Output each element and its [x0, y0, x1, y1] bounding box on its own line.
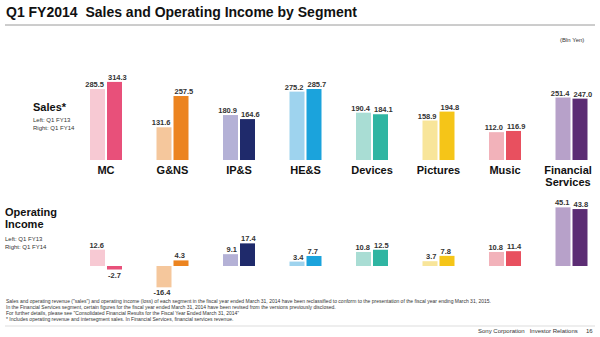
bar [107, 82, 122, 160]
bar [174, 96, 189, 160]
data-label: 45.1 [555, 198, 570, 207]
footer-text: Sony Corporation Investor Relations [478, 328, 578, 335]
bar [240, 119, 255, 160]
data-label: 285.7 [308, 80, 327, 89]
bar [223, 115, 238, 160]
legend-entry: Left: Q1 FY13 [5, 236, 42, 243]
bar [307, 256, 322, 266]
unit-label: (Bln Yen) [560, 37, 584, 44]
bar [107, 266, 122, 270]
bar [440, 256, 455, 266]
legend-entry: Right: Q1 FY14 [33, 125, 74, 132]
data-label: 11.4 [507, 242, 522, 251]
bar [223, 254, 238, 266]
data-label: 190.4 [351, 104, 371, 113]
data-label: -2.7 [108, 271, 121, 280]
bar [506, 131, 521, 160]
data-label: 43.8 [574, 200, 589, 209]
footnote: Sales and operating revenue ("sales") an… [6, 299, 491, 305]
data-label: 10.8 [355, 243, 370, 252]
page-title: Q1 FY2014 Sales and Operating Income by … [6, 5, 357, 20]
category-label: Financial Services [538, 164, 598, 188]
data-label: 257.5 [175, 87, 194, 96]
data-label: 7.7 [308, 247, 318, 256]
data-label: 194.8 [441, 103, 460, 112]
bar [240, 243, 255, 266]
title-rule [5, 25, 595, 26]
data-label: -16.4 [153, 288, 171, 297]
data-label: 3.4 [293, 253, 304, 262]
bar [174, 260, 189, 266]
bar [157, 266, 172, 287]
bar [356, 252, 371, 266]
bar [90, 250, 105, 266]
page: 285.5 131.6 180.9 275.2 190.4 158.9 112.0 251.4… [0, 0, 600, 337]
bar [556, 98, 571, 160]
bar [489, 132, 504, 160]
bar [423, 121, 438, 160]
bar [423, 261, 438, 266]
footer-rule [5, 326, 595, 327]
bar [290, 262, 305, 266]
data-label: 3.7 [426, 252, 436, 261]
data-label: 112.0 [485, 123, 503, 132]
bar [356, 113, 371, 160]
category-label: IP&S [209, 164, 269, 176]
data-label: 314.3 [108, 73, 127, 82]
bar-group [90, 82, 588, 160]
bar [373, 114, 388, 160]
category-label: MC [76, 164, 136, 176]
data-label: 4.3 [175, 251, 185, 260]
bar [157, 127, 172, 160]
data-label: 17.4 [241, 234, 256, 243]
data-label: 9.1 [227, 245, 237, 254]
bar [489, 252, 504, 266]
data-labels: 12.6 -16.4 9.1 3.4 10.8 3.7 10.8 45.1 -2.7 4.3 17.… [89, 198, 588, 297]
category-label: Devices [342, 164, 402, 176]
bar-group [90, 207, 588, 287]
data-label: 12.5 [374, 241, 389, 250]
data-label: 285.5 [85, 80, 104, 89]
data-label: 184.1 [374, 105, 393, 114]
bar [373, 250, 388, 266]
data-label: 164.6 [241, 110, 260, 119]
footnote: For further details, please see "Consoli… [6, 311, 239, 317]
data-label: 116.9 [507, 122, 525, 131]
legend-entry: Right: Q1 FY14 [5, 244, 46, 251]
data-label: 7.8 [441, 247, 451, 256]
footnote: * Includes operating revenue and interse… [6, 317, 233, 323]
legend-entry: Left: Q1 FY13 [33, 117, 70, 124]
bar [573, 99, 588, 160]
data-label: 180.9 [218, 106, 237, 115]
bar [506, 251, 521, 266]
chart-title: Operating Income [5, 206, 67, 230]
category-label: G&NS [143, 164, 203, 176]
category-label: Music [475, 164, 535, 176]
category-label: Pictures [409, 164, 469, 176]
data-label: 251.4 [551, 89, 571, 98]
data-label: 158.9 [418, 112, 437, 121]
bar [290, 92, 305, 160]
category-label: HE&S [276, 164, 336, 176]
bar [90, 89, 105, 160]
page-number: 16 [586, 328, 593, 335]
data-label: 247.0 [574, 90, 593, 99]
bar [556, 207, 571, 266]
chart-title: Sales* [33, 101, 95, 113]
data-labels: 285.5 131.6 180.9 275.2 190.4 158.9 112.0 251.4… [85, 73, 592, 132]
data-label: 12.6 [89, 241, 104, 250]
footnote: In the Financial Services segment, certa… [6, 305, 336, 311]
bar [307, 89, 322, 160]
data-label: 131.6 [152, 118, 171, 127]
bar [440, 112, 455, 160]
data-label: 275.2 [285, 83, 304, 92]
bar [573, 209, 588, 266]
data-label: 10.8 [488, 243, 503, 252]
